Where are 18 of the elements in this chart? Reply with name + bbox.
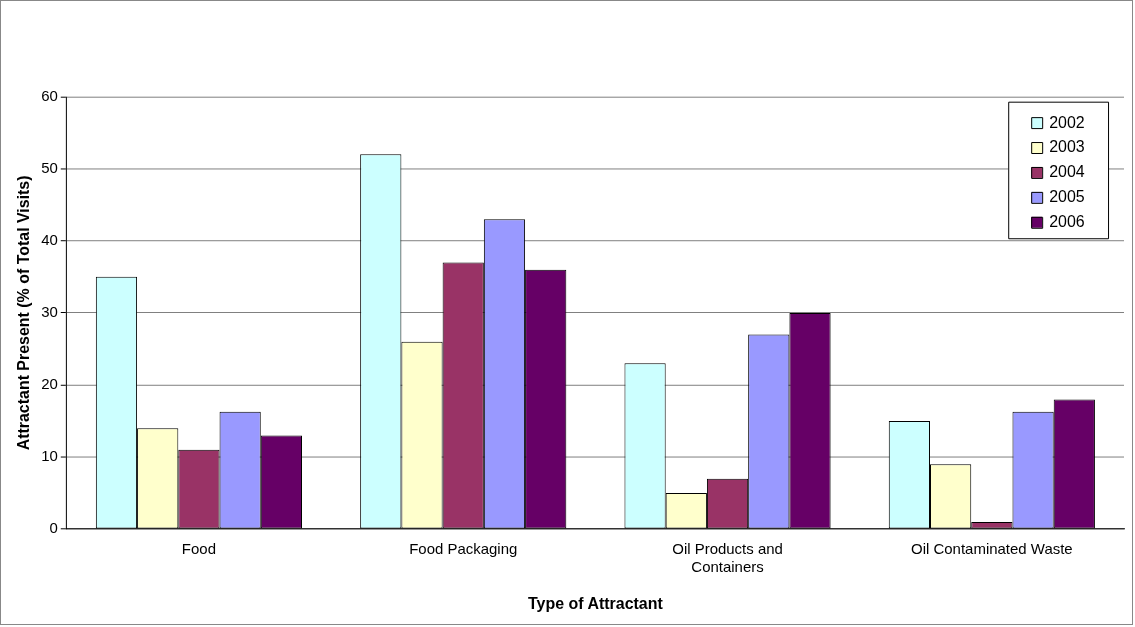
x-tick-label: Food Packaging <box>409 540 518 558</box>
y-tick-label: 10 <box>41 447 58 465</box>
y-tick-label: 60 <box>41 86 58 104</box>
x-tick-label: Oil Contaminated Waste <box>911 540 1073 558</box>
x-tick-label: Food <box>181 540 216 558</box>
y-tick-label: 50 <box>41 158 58 176</box>
x-tick-label: Oil Products and Containers <box>672 540 783 576</box>
legend-label: 2004 <box>1049 163 1085 181</box>
x-axis-title: Type of Attractant <box>527 594 664 612</box>
legend-label: 2005 <box>1049 188 1085 206</box>
legend-label: 2002 <box>1049 113 1085 131</box>
y-tick-label: 40 <box>41 230 58 248</box>
y-tick-label: 30 <box>41 303 58 321</box>
y-tick-label: 0 <box>49 519 58 537</box>
legend-label: 2006 <box>1049 213 1085 231</box>
legend-label: 2003 <box>1049 138 1085 156</box>
y-axis-title: Attractant Present (% of Total Visits) <box>14 175 32 451</box>
y-tick-label: 20 <box>41 375 58 393</box>
